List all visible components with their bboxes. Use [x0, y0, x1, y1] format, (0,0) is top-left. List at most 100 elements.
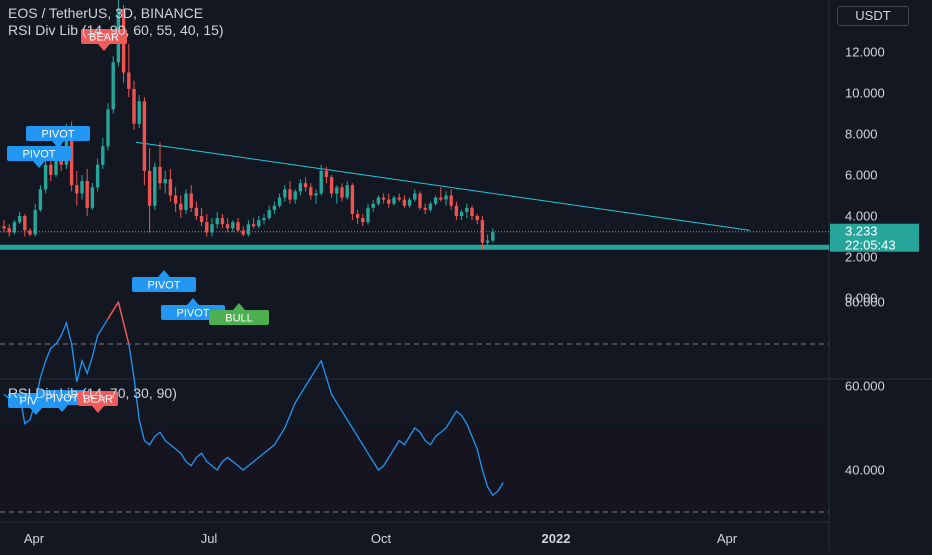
- candle[interactable]: [220, 213, 225, 229]
- candle[interactable]: [246, 220, 251, 237]
- candle[interactable]: [418, 191, 422, 210]
- candle[interactable]: [397, 193, 401, 202]
- candle[interactable]: [444, 191, 448, 206]
- pivot-marker[interactable]: PIVOT: [26, 126, 90, 148]
- candle[interactable]: [33, 203, 37, 237]
- bear-marker[interactable]: BEAR: [81, 29, 127, 51]
- candle[interactable]: [309, 183, 313, 200]
- candle[interactable]: [288, 181, 292, 204]
- candle[interactable]: [28, 228, 32, 237]
- candle[interactable]: [158, 142, 162, 190]
- candle[interactable]: [106, 103, 110, 151]
- last-price-tag[interactable]: [830, 223, 919, 252]
- candle[interactable]: [381, 193, 386, 204]
- candle[interactable]: [465, 203, 469, 219]
- support-line[interactable]: [0, 244, 829, 250]
- candle[interactable]: [387, 193, 391, 208]
- pivot-marker[interactable]: PIVOT: [132, 270, 196, 292]
- candle[interactable]: [90, 183, 95, 210]
- candle[interactable]: [17, 211, 22, 225]
- chart-title[interactable]: EOS / TetherUS, 3D, BINANCE: [8, 5, 204, 21]
- candle[interactable]: [345, 181, 349, 200]
- rsi-pivot-marker[interactable]: PIVOT: [38, 390, 86, 412]
- candle[interactable]: [194, 201, 199, 221]
- candle[interactable]: [43, 158, 48, 194]
- candle[interactable]: [392, 195, 396, 206]
- candle[interactable]: [142, 97, 147, 186]
- candle[interactable]: [402, 195, 407, 208]
- candle[interactable]: [298, 179, 303, 196]
- bull-marker[interactable]: BULL: [209, 303, 269, 325]
- candle[interactable]: [475, 213, 479, 225]
- candle[interactable]: [241, 226, 245, 237]
- candle[interactable]: [423, 203, 427, 214]
- candle[interactable]: [85, 168, 89, 216]
- candle[interactable]: [189, 185, 193, 212]
- candle[interactable]: [439, 187, 443, 202]
- candle[interactable]: [283, 185, 287, 202]
- candle[interactable]: [407, 197, 412, 208]
- candle[interactable]: [272, 201, 277, 214]
- candle[interactable]: [267, 205, 271, 221]
- candle[interactable]: [225, 218, 230, 233]
- candle[interactable]: [480, 216, 485, 249]
- candle[interactable]: [199, 207, 204, 227]
- candle[interactable]: [132, 80, 136, 130]
- candle[interactable]: [485, 234, 490, 247]
- rsi-bear-marker[interactable]: BEAR: [78, 391, 118, 413]
- currency-badge[interactable]: USDT: [837, 6, 909, 26]
- candle[interactable]: [355, 209, 360, 225]
- candle[interactable]: [371, 199, 375, 212]
- candle[interactable]: [163, 170, 167, 194]
- candle[interactable]: [153, 162, 157, 210]
- candle[interactable]: [319, 164, 323, 196]
- candle[interactable]: [179, 195, 183, 219]
- candle[interactable]: [184, 189, 188, 214]
- rsi-line[interactable]: [3, 300, 504, 497]
- candle[interactable]: [491, 228, 495, 243]
- pivot-marker[interactable]: PIVOT: [7, 146, 71, 168]
- candle[interactable]: [366, 203, 370, 225]
- candle[interactable]: [350, 183, 355, 221]
- candle[interactable]: [236, 218, 240, 233]
- candle[interactable]: [361, 213, 365, 227]
- rsi-indicator-title[interactable]: RSI Div Lib (14, 70, 30, 90): [8, 385, 177, 401]
- candle[interactable]: [454, 201, 459, 221]
- candle[interactable]: [23, 213, 27, 237]
- candle[interactable]: [257, 216, 261, 229]
- candle[interactable]: [173, 187, 178, 212]
- candle[interactable]: [277, 193, 282, 208]
- candle[interactable]: [2, 220, 6, 233]
- candle[interactable]: [215, 211, 219, 229]
- candle[interactable]: [127, 43, 131, 98]
- candle[interactable]: [205, 213, 209, 237]
- candle[interactable]: [335, 185, 339, 204]
- trendline[interactable]: [135, 141, 751, 231]
- candle[interactable]: [231, 220, 235, 233]
- indicator-title[interactable]: RSI Div Lib (14, 90, 60, 55, 40, 15): [8, 22, 224, 38]
- candle[interactable]: [413, 189, 417, 202]
- candle[interactable]: [324, 166, 329, 184]
- candle[interactable]: [168, 168, 173, 202]
- candle[interactable]: [12, 220, 17, 235]
- candle[interactable]: [38, 185, 43, 212]
- candle[interactable]: [428, 201, 433, 212]
- candle[interactable]: [111, 56, 115, 114]
- candle[interactable]: [147, 148, 152, 233]
- candle[interactable]: [470, 205, 474, 221]
- candle[interactable]: [459, 209, 464, 221]
- candle[interactable]: [210, 218, 214, 237]
- candle[interactable]: [80, 175, 84, 200]
- candle[interactable]: [95, 158, 100, 192]
- candle[interactable]: [75, 170, 79, 206]
- candle[interactable]: [262, 213, 266, 225]
- candle[interactable]: [293, 189, 297, 204]
- candle[interactable]: [340, 183, 344, 202]
- candle[interactable]: [7, 224, 11, 237]
- candle[interactable]: [314, 189, 318, 204]
- candle[interactable]: [303, 177, 308, 192]
- candle[interactable]: [433, 195, 438, 206]
- candle[interactable]: [329, 175, 334, 198]
